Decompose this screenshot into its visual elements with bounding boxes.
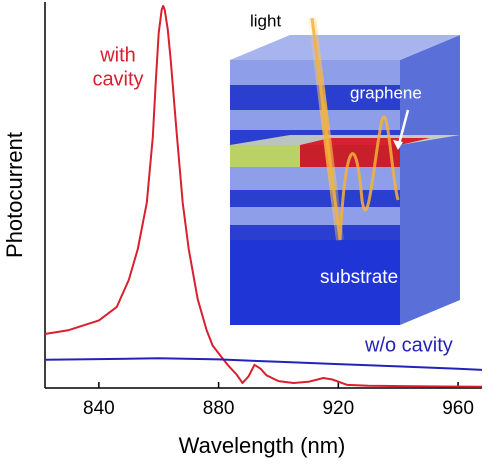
substrate bbox=[230, 240, 400, 325]
layer bbox=[230, 225, 400, 240]
annotation: cavity bbox=[92, 68, 143, 90]
x-tick-label: 880 bbox=[203, 398, 235, 419]
annotation: w/o cavity bbox=[364, 334, 453, 356]
y-axis-label: Photocurrent bbox=[2, 132, 27, 258]
x-tick-label: 840 bbox=[83, 398, 115, 419]
annotation: with bbox=[99, 44, 136, 66]
arrowhead bbox=[393, 140, 403, 150]
layer bbox=[230, 190, 400, 207]
stack-side bbox=[400, 35, 460, 325]
inset-label: graphene bbox=[350, 83, 422, 102]
layer bbox=[230, 85, 400, 110]
layer bbox=[230, 207, 400, 225]
light-wave bbox=[310, 17, 400, 241]
inset-diagram: light graphene substrate bbox=[230, 11, 460, 325]
inset-label: substrate bbox=[320, 267, 398, 288]
x-axis-label: Wavelength (nm) bbox=[179, 433, 346, 458]
stack-top bbox=[230, 35, 460, 60]
series-line bbox=[44, 4, 483, 388]
series-line bbox=[44, 357, 483, 371]
layer bbox=[230, 110, 400, 130]
x-tick-label: 960 bbox=[442, 398, 474, 419]
inset-label: light bbox=[250, 11, 281, 30]
x-tick-label: 920 bbox=[322, 398, 354, 419]
